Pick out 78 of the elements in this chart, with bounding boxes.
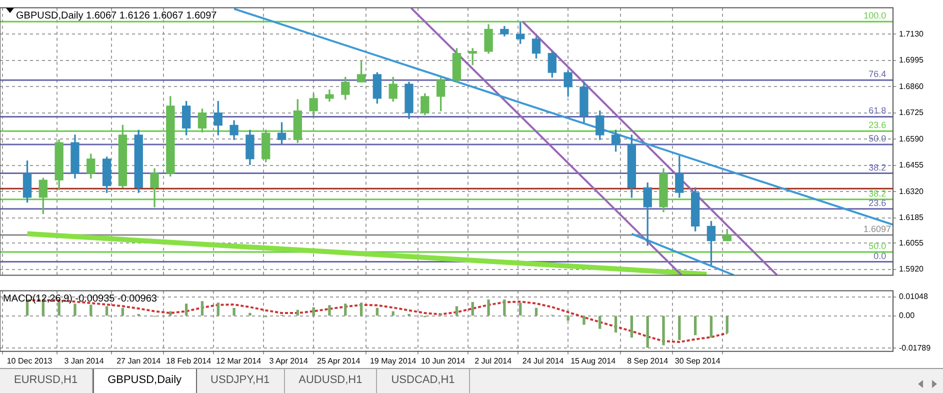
bar bbox=[726, 316, 728, 334]
bar bbox=[376, 308, 379, 316]
x-tick-label: 24 Jul 2014 bbox=[522, 356, 564, 366]
y-tick-label: 0.01048 bbox=[899, 292, 928, 302]
x-tick-label: 3 Jan 2014 bbox=[64, 356, 104, 366]
x-tick-label: 19 May 2014 bbox=[370, 356, 417, 366]
bar bbox=[232, 308, 236, 316]
bar bbox=[74, 304, 76, 316]
annotation: 0.0 bbox=[874, 250, 886, 261]
bar bbox=[344, 304, 347, 316]
bar bbox=[694, 316, 697, 336]
annotation: 61.8 bbox=[868, 106, 886, 116]
y-tick-label: 1.6455 bbox=[899, 160, 924, 170]
bar bbox=[455, 306, 458, 316]
x-tick-label: 12 Mar 2014 bbox=[216, 356, 262, 366]
annotation: 38.2 bbox=[868, 162, 886, 172]
bar bbox=[90, 304, 92, 316]
bar bbox=[360, 302, 363, 316]
y-tick-label: 1.6725 bbox=[899, 108, 924, 118]
x-tick-label: 2 Jul 2014 bbox=[474, 356, 512, 366]
y-tick-label: 1.6185 bbox=[899, 213, 924, 222]
bar bbox=[200, 301, 204, 316]
annotation: 50.0 bbox=[868, 241, 886, 252]
x-tick-label: 27 Jan 2014 bbox=[116, 356, 162, 366]
annotation: 50.0 bbox=[868, 134, 886, 144]
bar bbox=[216, 302, 220, 316]
x-tick-label: 8 Sep 2014 bbox=[627, 356, 669, 366]
bar bbox=[248, 312, 252, 316]
bar bbox=[646, 316, 649, 348]
bar bbox=[296, 310, 299, 316]
text: EURUSD,H1 bbox=[0, 369, 93, 393]
x-tick-label: 30 Sep 2014 bbox=[674, 356, 721, 366]
text: AUDUSD,H1 bbox=[284, 369, 378, 393]
text: GBPUSD,Daily bbox=[92, 369, 197, 393]
y-tick-label: 1.7130 bbox=[899, 29, 924, 38]
bar bbox=[710, 316, 713, 338]
bar bbox=[678, 316, 681, 340]
x-tick-label: 10 Jun 2014 bbox=[421, 356, 466, 366]
bar bbox=[169, 311, 172, 316]
bar bbox=[630, 316, 634, 338]
text: USDCAD,H1 bbox=[377, 369, 470, 393]
bar bbox=[328, 305, 331, 316]
bar bbox=[598, 316, 602, 329]
x-tick-label: 15 Aug 2014 bbox=[570, 356, 616, 366]
bar bbox=[471, 302, 474, 316]
y-tick-label: 0.00 bbox=[899, 310, 916, 320]
annotation: 23.6 bbox=[868, 198, 886, 208]
chart-title: GBPUSD,Daily 1.6067 1.6126 1.6067 1.6097 bbox=[16, 10, 218, 22]
x-tick-label: 3 Apr 2014 bbox=[269, 356, 308, 366]
bar bbox=[121, 308, 124, 316]
bar bbox=[487, 300, 490, 316]
bar bbox=[534, 308, 538, 316]
bar bbox=[519, 302, 522, 316]
y-tick-label: 1.6590 bbox=[899, 134, 924, 144]
annotation: 76.4 bbox=[868, 69, 886, 80]
x-tick-label: 25 Apr 2014 bbox=[316, 356, 361, 366]
y-tick-label: 1.6995 bbox=[899, 56, 924, 65]
x-tick-label: 10 Dec 2013 bbox=[6, 356, 53, 366]
bar bbox=[105, 306, 108, 316]
annotation: 38.2 bbox=[868, 188, 886, 198]
bar bbox=[566, 316, 570, 321]
y-tick-label: 1.6055 bbox=[899, 238, 924, 248]
y-tick-label: 1.6320 bbox=[899, 186, 924, 196]
x-tick-label: 18 Feb 2014 bbox=[166, 356, 212, 366]
bar bbox=[582, 316, 586, 325]
y-tick-label: 1.6860 bbox=[899, 82, 924, 91]
chart-title: MACD(12,26,9) -0.00935 -0.00963 bbox=[3, 294, 158, 305]
bar bbox=[614, 316, 618, 333]
bar bbox=[503, 300, 506, 316]
bar bbox=[184, 304, 188, 316]
ref-line-label: 1.6097 bbox=[863, 224, 891, 234]
annotation: 23.6 bbox=[868, 120, 886, 130]
y-tick-label: 1.5920 bbox=[899, 264, 924, 274]
text: USDJPY,H1 bbox=[196, 369, 285, 393]
bar bbox=[312, 307, 315, 316]
y-tick-label: -0.01789 bbox=[899, 343, 932, 352]
annotation: 100.0 bbox=[864, 10, 886, 21]
bar bbox=[662, 316, 665, 346]
